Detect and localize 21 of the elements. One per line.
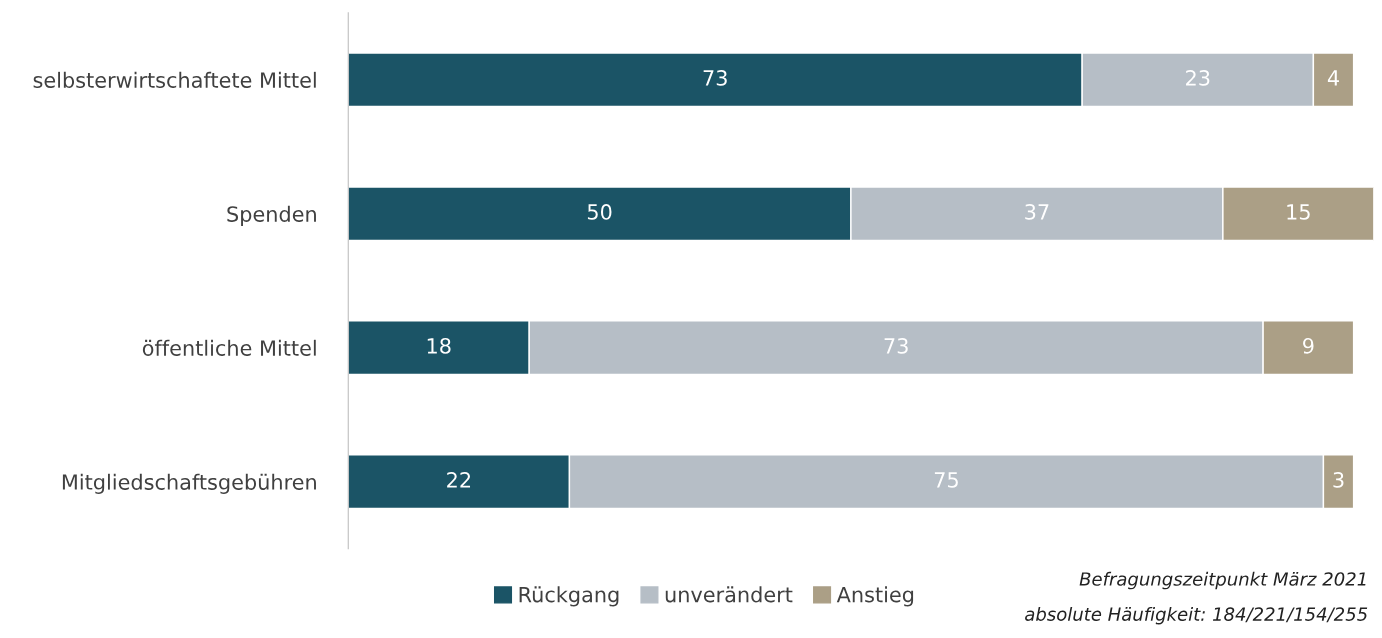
data-label: 73 [884,338,908,354]
data-label: 15 [1287,204,1310,220]
y-tick-label: Spenden [227,205,316,226]
legend-label: Rückgang [519,586,619,607]
legend-label: Anstieg [836,586,914,607]
y-tick-label: selbsterwirtschaftete Mittel [33,71,316,88]
data-label: 50 [587,204,612,220]
data-label: 9 [1303,338,1314,354]
data-label: 3 [1333,471,1344,488]
data-label: 22 [447,471,471,488]
text: absolute Häufigkeit: 184/221/154/255 [1025,606,1368,625]
data-label: 37 [1025,204,1049,220]
y-tick-label: öffentliche Mittel [142,339,316,356]
y-tick-label: Mitgliedschaftsgebühren [62,473,316,494]
data-label: 73 [703,70,727,86]
legend-label: unverändert [665,586,793,603]
data-label: 75 [934,472,958,488]
data-label: 23 [1186,70,1210,86]
data-label: 4 [1327,70,1339,86]
text: Befragungszeitpunkt März 2021 [1079,571,1366,590]
data-label: 18 [427,338,451,354]
